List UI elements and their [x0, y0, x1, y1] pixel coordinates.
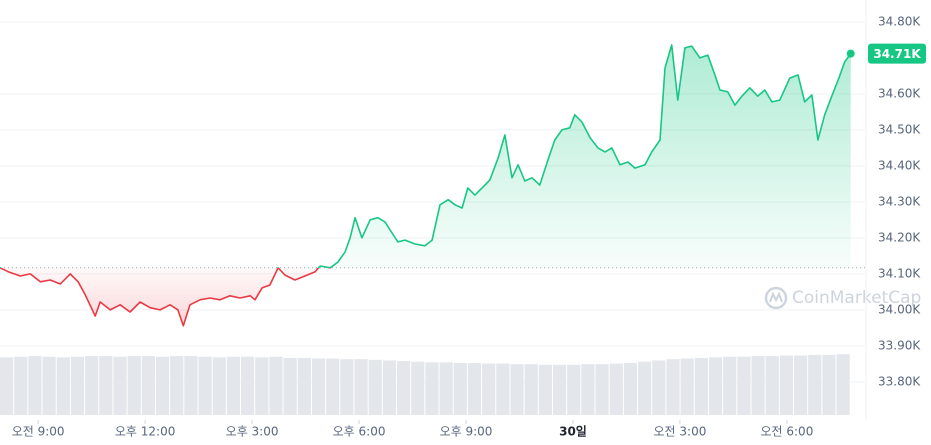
- y-tick-label: 34.50K: [878, 122, 921, 136]
- volume-bar: [141, 356, 155, 415]
- volume-bar: [212, 357, 226, 415]
- volume-bar: [765, 356, 779, 415]
- volume-bar: [723, 356, 737, 415]
- volume-bar: [694, 357, 708, 415]
- y-tick-label: 34.10K: [878, 266, 921, 280]
- volume-bar: [340, 359, 354, 415]
- x-tick-label: 오전 9:00: [12, 425, 65, 439]
- x-tick-label: 오후 3:00: [226, 425, 279, 439]
- x-tick-label: 오전 6:00: [760, 425, 813, 439]
- volume-bar: [567, 364, 581, 415]
- y-tick-label: 34.30K: [878, 194, 921, 208]
- volume-bar: [155, 356, 170, 415]
- volume-bar: [552, 364, 567, 415]
- volume-bar: [510, 364, 524, 415]
- volume-bar: [708, 357, 723, 415]
- volume-bar: [85, 356, 99, 415]
- volume-bar: [14, 356, 28, 415]
- y-tick-label: 33.80K: [878, 374, 921, 388]
- volume-bar: [666, 359, 680, 415]
- x-tick-label: 30일: [559, 425, 587, 439]
- volume-bar: [453, 362, 467, 415]
- area: [0, 45, 851, 326]
- y-tick-label: 34.40K: [878, 158, 921, 172]
- volume-bar: [836, 354, 850, 415]
- volume-bar: [538, 364, 552, 415]
- y-tick-label: 33.90K: [878, 338, 921, 352]
- volume-bar: [170, 356, 184, 415]
- current-badge: [868, 43, 926, 64]
- volume-bar: [28, 356, 42, 415]
- volume-bar: [751, 356, 765, 415]
- volume-bar: [70, 356, 85, 415]
- current-point: [846, 49, 855, 58]
- current-label: 34.71K: [873, 47, 921, 61]
- x-tick-label: 오전 3:00: [654, 425, 707, 439]
- volume-bar: [425, 362, 439, 415]
- volume-bar: [822, 354, 836, 415]
- y-tick-label: 34.00K: [878, 302, 921, 316]
- volume-bar: [127, 356, 141, 415]
- volume-bar: [382, 360, 397, 415]
- volume-bar: [297, 357, 311, 415]
- x-tick-label: 오후 9:00: [440, 425, 493, 439]
- volume-bar: [524, 364, 538, 415]
- volume-bar: [609, 363, 623, 415]
- volume-bar: [198, 356, 212, 415]
- watermark-logo-mark: [769, 291, 783, 303]
- volume-bar: [99, 356, 113, 415]
- volume-bar: [56, 357, 70, 415]
- volume-bar: [581, 364, 595, 415]
- volume-bar: [411, 361, 425, 415]
- volume-bar: [269, 356, 283, 415]
- volume-bar: [255, 357, 269, 415]
- volume-bar: [623, 362, 638, 415]
- volume-bar: [595, 364, 609, 415]
- volume-bar: [184, 356, 198, 415]
- volume-bar: [42, 356, 56, 415]
- volume-bar: [808, 354, 822, 415]
- watermark-text: CoinMarketCap: [792, 288, 921, 308]
- volume-bar: [354, 359, 368, 415]
- watermark: CoinMarketCap: [764, 286, 921, 310]
- volume-bar: [326, 358, 340, 415]
- volume-bar: [283, 357, 297, 415]
- y-tick-label: 34.20K: [878, 230, 921, 244]
- volume-bar: [0, 357, 14, 415]
- volume-bar: [779, 355, 794, 415]
- y-tick-label: 34.80K: [878, 14, 921, 28]
- volume-bar: [496, 363, 510, 415]
- volume-bar: [652, 360, 666, 415]
- x-tick-label: 오후 12:00: [115, 425, 175, 439]
- volume-bar: [439, 362, 453, 415]
- x-tick-label: 오후 6:00: [333, 425, 386, 439]
- volume-bar: [368, 359, 382, 415]
- volume-bar: [737, 356, 751, 415]
- y-tick-label: 34.60K: [878, 86, 921, 100]
- volume-bar: [794, 355, 808, 415]
- volume-bar: [226, 356, 241, 415]
- volume-bar: [241, 356, 255, 415]
- volume-bar: [113, 356, 127, 415]
- watermark-logo: [764, 286, 788, 310]
- volume-bar: [311, 358, 326, 415]
- volume-bar: [482, 363, 496, 415]
- volume-bar: [467, 362, 482, 415]
- volume-bar: [397, 361, 411, 415]
- price-line: [0, 44, 852, 327]
- volume-bar: [680, 358, 694, 415]
- volume-bar: [638, 361, 652, 415]
